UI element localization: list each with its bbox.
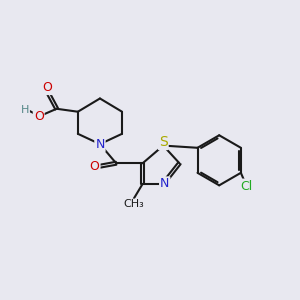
Text: N: N — [160, 177, 169, 190]
Text: O: O — [34, 110, 43, 123]
Text: N: N — [95, 138, 105, 151]
Text: H: H — [21, 105, 29, 115]
Text: O: O — [90, 160, 100, 173]
Text: O: O — [43, 81, 52, 94]
Text: Cl: Cl — [240, 180, 252, 193]
Text: CH₃: CH₃ — [123, 200, 144, 209]
Text: S: S — [159, 135, 168, 149]
